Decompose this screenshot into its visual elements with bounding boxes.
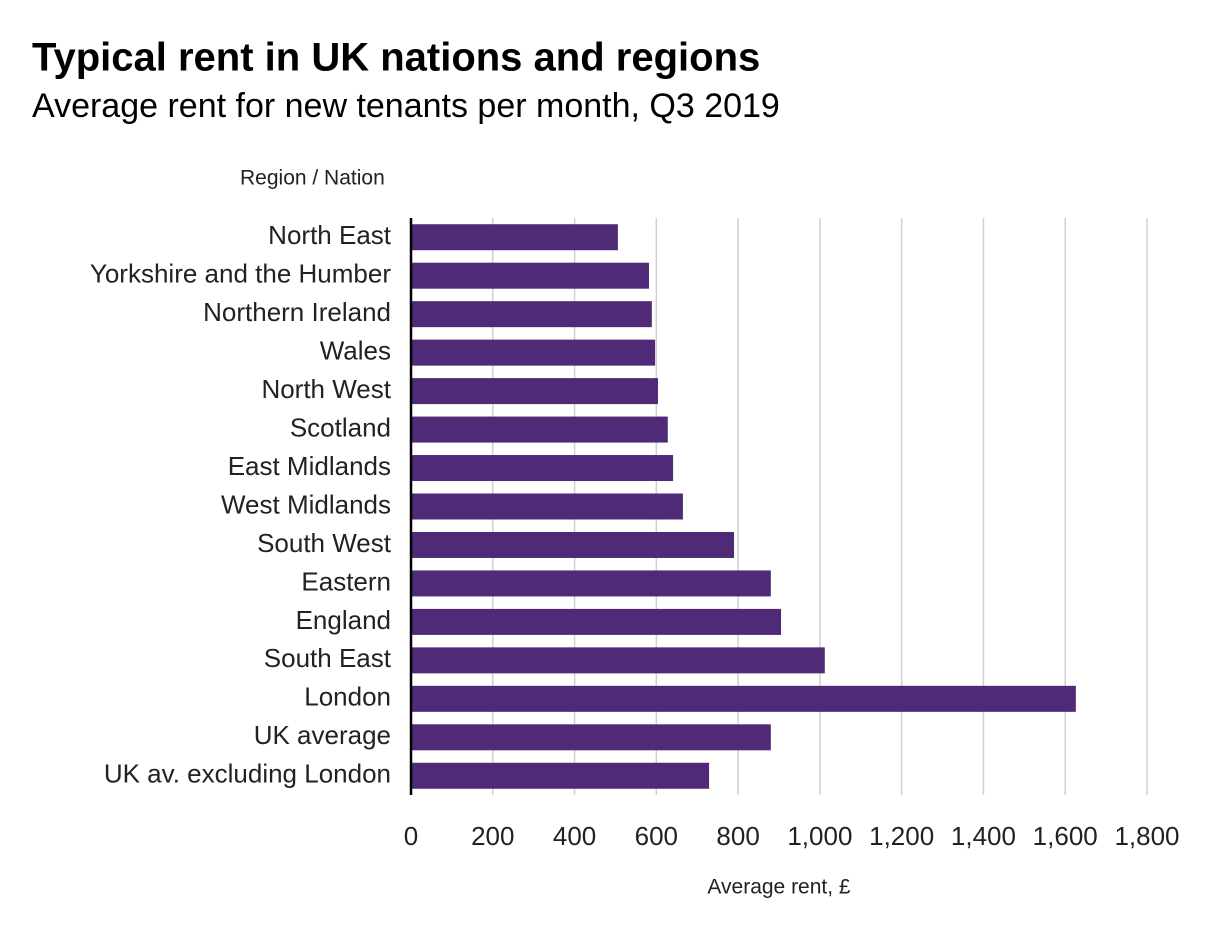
x-tick-label: 800 xyxy=(716,821,759,851)
y-tick-label: West Midlands xyxy=(221,489,391,519)
bar xyxy=(411,762,710,789)
x-tick-label: 200 xyxy=(471,821,514,851)
y-tick-label: Scotland xyxy=(290,412,391,442)
y-tick-label: England xyxy=(296,605,391,635)
y-tick-label: UK average xyxy=(254,720,391,750)
bar xyxy=(411,570,771,597)
x-tick-label: 1,000 xyxy=(787,821,852,851)
bar xyxy=(411,647,825,674)
bar xyxy=(411,608,782,635)
y-tick-label: London xyxy=(304,682,391,712)
x-tick-label: 0 xyxy=(404,821,418,851)
y-tick-label: Northern Ireland xyxy=(203,297,391,327)
bar xyxy=(411,416,668,443)
x-tick-label: 1,400 xyxy=(951,821,1016,851)
bar xyxy=(411,224,618,251)
bar xyxy=(411,455,674,482)
x-tick-label: 1,600 xyxy=(1033,821,1098,851)
y-tick-label: East Midlands xyxy=(228,451,391,481)
bar xyxy=(411,378,658,405)
bar xyxy=(411,262,649,289)
bar xyxy=(411,531,735,558)
y-tick-label: Eastern xyxy=(301,566,391,596)
y-axis-title: Region / Nation xyxy=(240,167,385,190)
bar xyxy=(411,493,683,520)
y-tick-label: North West xyxy=(261,374,391,404)
bar xyxy=(411,301,652,328)
y-tick-label: South West xyxy=(257,528,392,558)
y-tick-label: UK av. excluding London xyxy=(104,759,391,789)
chart-title: Typical rent in UK nations and regions xyxy=(32,36,760,80)
chart-subtitle: Average rent for new tenants per month, … xyxy=(32,87,780,125)
y-tick-label: Yorkshire and the Humber xyxy=(90,259,391,289)
x-tick-label: 600 xyxy=(635,821,678,851)
x-tick-label: 400 xyxy=(553,821,596,851)
bar xyxy=(411,339,656,366)
bar xyxy=(411,724,771,751)
x-tick-label: 1,800 xyxy=(1114,821,1179,851)
x-tick-label: 1,200 xyxy=(869,821,934,851)
y-tick-label: South East xyxy=(264,643,392,673)
y-tick-label: North East xyxy=(268,220,392,250)
bar xyxy=(411,685,1076,712)
y-tick-label: Wales xyxy=(320,336,391,366)
x-axis-title: Average rent, £ xyxy=(707,876,851,899)
